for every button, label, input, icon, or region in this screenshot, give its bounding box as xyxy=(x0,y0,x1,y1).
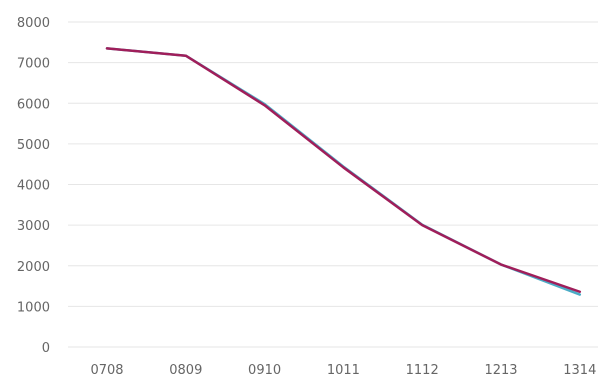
y-tick-label: 2000 xyxy=(17,260,50,275)
y-tick-label: 7000 xyxy=(17,57,50,72)
gridlines xyxy=(68,21,598,348)
y-tick-label: 8000 xyxy=(17,16,50,31)
y-tick-label: 4000 xyxy=(17,179,50,194)
x-tick-label: 0708 xyxy=(90,363,123,378)
series-line-1 xyxy=(105,47,582,296)
x-tick-label: 1213 xyxy=(484,363,517,378)
y-tick-label: 0 xyxy=(42,341,50,356)
x-tick-label: 0809 xyxy=(169,363,202,378)
x-tick-label: 1314 xyxy=(563,363,596,378)
y-tick-label: 3000 xyxy=(17,219,50,234)
x-axis-tick-labels: 0708 0809 0910 1011 1112 1213 1314 xyxy=(90,363,596,378)
y-tick-label: 1000 xyxy=(17,300,50,315)
x-tick-label: 0910 xyxy=(248,363,281,378)
x-tick-label: 1112 xyxy=(406,363,439,378)
x-tick-label: 1011 xyxy=(327,363,360,378)
y-axis-tick-labels: 0 1000 2000 3000 4000 5000 6000 7000 8000 xyxy=(17,16,50,356)
y-tick-label: 5000 xyxy=(17,138,50,153)
y-tick-label: 6000 xyxy=(17,97,50,112)
series-lines xyxy=(105,47,582,296)
series-line-2 xyxy=(105,47,582,293)
